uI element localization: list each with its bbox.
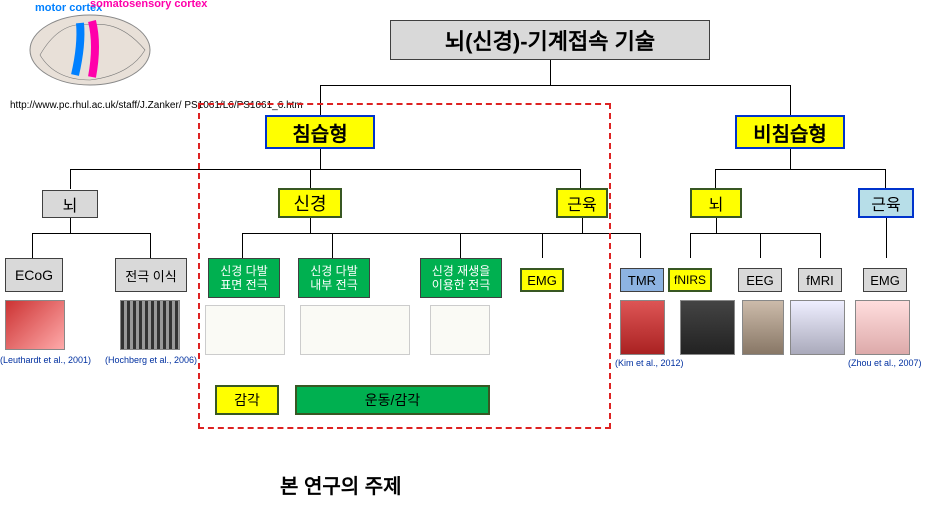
leaf-electrode-implant: 전극 이식 — [115, 258, 187, 292]
category-noninvasive: 비침습형 — [735, 115, 845, 149]
cite-leuthardt: (Leuthardt et al., 2001) — [0, 355, 91, 365]
thumb-ecog — [5, 300, 65, 350]
leaf-fmri: fMRI — [798, 268, 842, 292]
brain-illustration — [20, 5, 160, 95]
leaf-ecog: ECoG — [5, 258, 63, 292]
thumb-eeg — [742, 300, 784, 355]
thumb-tmr — [620, 300, 665, 355]
leaf-fnirs: fNIRS — [668, 268, 712, 292]
thumb-emg — [855, 300, 910, 355]
sub-brain-invasive: 뇌 — [42, 190, 98, 218]
thumb-fmri — [790, 300, 845, 355]
cite-hochberg: (Hochberg et al., 2006) — [105, 355, 197, 365]
somatosensory-cortex-label: somatosensory cortex — [90, 0, 207, 10]
thumb-electrode-array — [120, 300, 180, 350]
sub-brain-noninvasive: 뇌 — [690, 188, 742, 218]
leaf-tmr: TMR — [620, 268, 664, 292]
sub-muscle-noninvasive: 근육 — [858, 188, 914, 218]
research-subject-label: 본 연구의 주제 — [280, 470, 402, 499]
thumb-fnirs — [680, 300, 735, 355]
cite-kim: (Kim et al., 2012) — [615, 358, 684, 368]
leaf-eeg: EEG — [738, 268, 782, 292]
main-title: 뇌(신경)-기계접속 기술 — [390, 20, 710, 60]
research-scope-box — [198, 103, 611, 429]
leaf-emg-noninvasive: EMG — [863, 268, 907, 292]
cite-zhou: (Zhou et al., 2007) — [848, 358, 922, 368]
